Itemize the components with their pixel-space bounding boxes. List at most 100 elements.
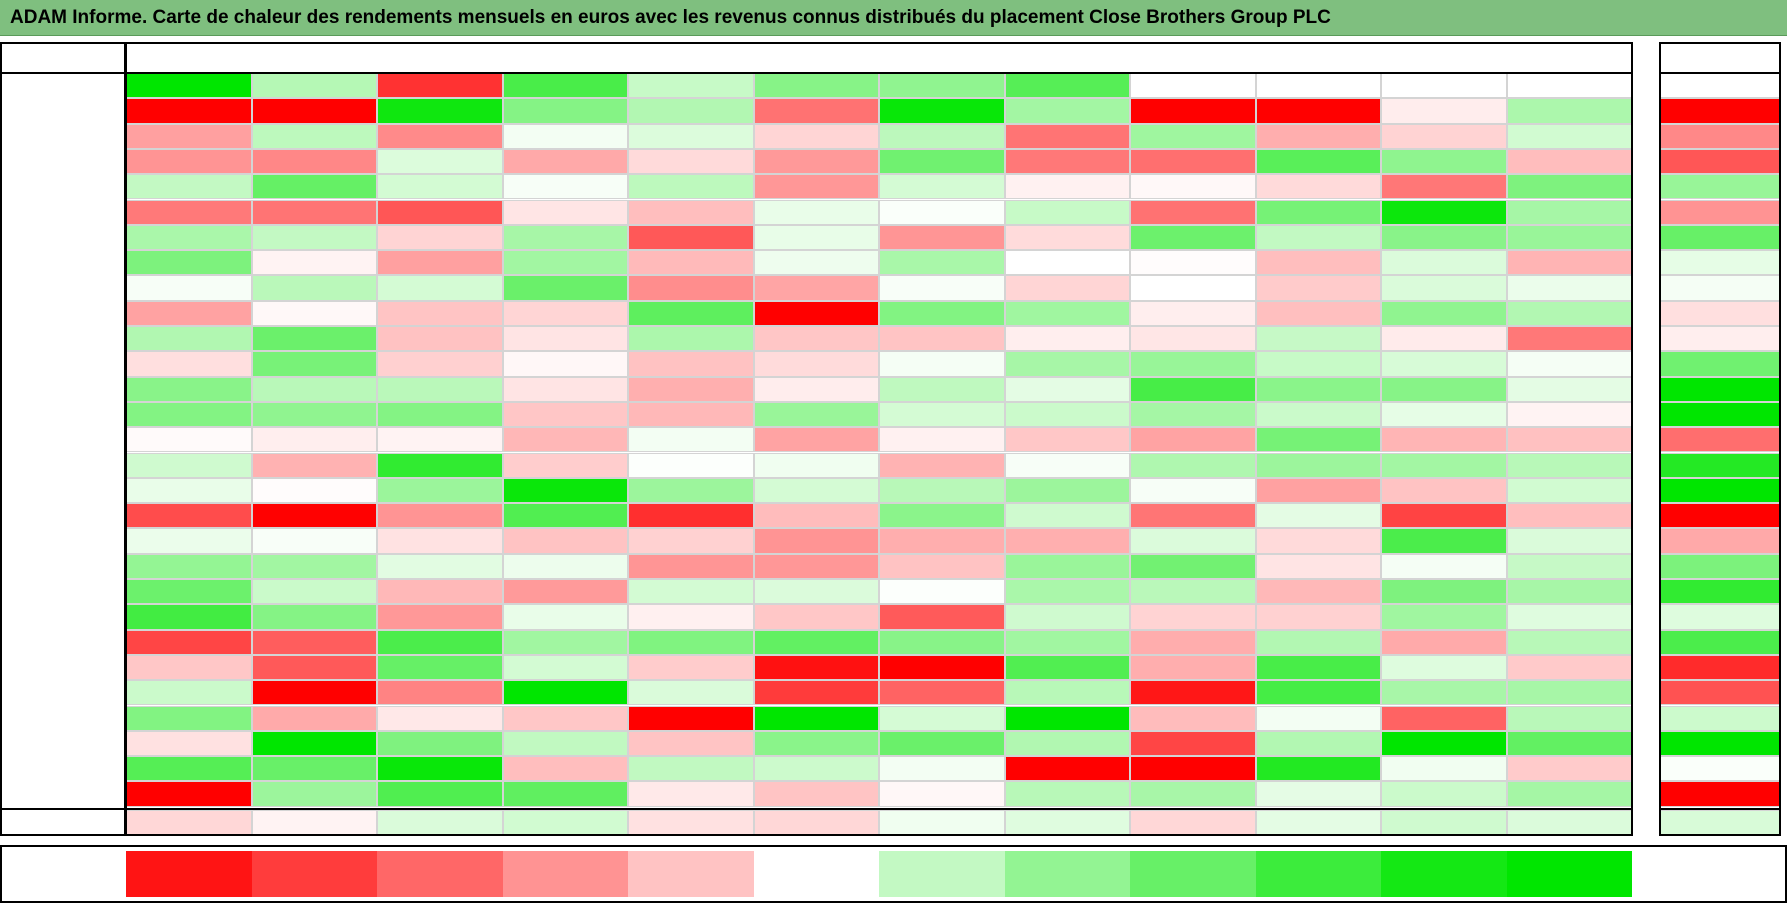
- heatmap-cell: [879, 98, 1005, 124]
- annual-cell: [1660, 705, 1780, 731]
- heatmap-cell: [753, 705, 879, 731]
- heatmap-cell: [1255, 680, 1381, 706]
- heatmap-cell: [628, 275, 754, 301]
- average-cell: [1130, 809, 1256, 835]
- heatmap-cell: [1506, 376, 1632, 402]
- annual-cell: [1660, 553, 1780, 579]
- color-scale-step: [1381, 851, 1507, 897]
- heatmap-cell: [1130, 351, 1256, 377]
- heatmap-cell: [1506, 326, 1632, 352]
- heatmap-cell: [1506, 503, 1632, 529]
- heatmap-cell: [251, 326, 377, 352]
- heatmap-cell: [753, 401, 879, 428]
- heatmap-cell: [1004, 376, 1130, 402]
- row-year-label: [0, 680, 120, 705]
- heatmap-cell: [251, 148, 377, 175]
- heatmap-cell: [1506, 427, 1632, 453]
- row-year-label: [0, 655, 120, 680]
- heatmap-cell: [502, 250, 628, 276]
- column-header: [126, 43, 252, 73]
- heatmap-cell: [126, 528, 252, 554]
- row-year-label: [0, 225, 120, 250]
- heatmap-cell: [1130, 123, 1256, 149]
- color-scale-step: [628, 851, 754, 897]
- heatmap-cell: [879, 73, 1005, 99]
- heatmap-cell: [879, 224, 1005, 251]
- heatmap-cell: [377, 326, 503, 352]
- heatmap-cell: [1506, 477, 1632, 504]
- heatmap-cell: [1130, 148, 1256, 175]
- heatmap-cell: [126, 275, 252, 301]
- heatmap-cell: [1004, 427, 1130, 453]
- heatmap-cell: [1506, 654, 1632, 681]
- heatmap-cell: [879, 148, 1005, 175]
- annual-cell: [1660, 250, 1780, 276]
- heatmap-cell: [1130, 604, 1256, 630]
- row-year-label: [0, 174, 120, 199]
- heatmap-cell: [502, 756, 628, 782]
- heatmap-cell: [251, 73, 377, 99]
- heatmap-cell: [879, 680, 1005, 706]
- annual-cell: [1660, 579, 1780, 605]
- average-cell: [377, 809, 503, 835]
- heatmap-cell: [502, 300, 628, 326]
- heatmap-cell: [377, 148, 503, 175]
- heatmap-cell: [251, 250, 377, 276]
- heatmap-cell: [377, 730, 503, 757]
- heatmap-cell: [879, 250, 1005, 276]
- annual-cell: [1660, 148, 1780, 175]
- heatmap-cell: [502, 326, 628, 352]
- heatmap-cell: [1381, 199, 1507, 225]
- heatmap-cell: [502, 123, 628, 149]
- heatmap-cell: [126, 756, 252, 782]
- annual-cell: [1660, 680, 1780, 706]
- column-header: [1004, 43, 1130, 73]
- heatmap-cell: [251, 199, 377, 225]
- heatmap-cell: [1130, 705, 1256, 731]
- color-scale-step: [377, 851, 503, 897]
- heatmap-cell: [1381, 376, 1507, 402]
- color-scale-step: [879, 851, 1005, 897]
- header-separator: [0, 72, 1632, 74]
- heatmap-cell: [1506, 781, 1632, 807]
- heatmap-cell: [377, 452, 503, 478]
- heatmap-cell: [377, 629, 503, 655]
- heatmap-cell: [377, 680, 503, 706]
- row-year-label: [0, 149, 120, 174]
- color-scale-step: [1130, 851, 1256, 897]
- heatmap-cell: [753, 680, 879, 706]
- row-year-label: [0, 781, 120, 806]
- row-year-label: [0, 604, 120, 629]
- annual-cell: [1660, 199, 1780, 225]
- heatmap-cell: [753, 300, 879, 326]
- heatmap-cell: [1255, 199, 1381, 225]
- heatmap-cell: [879, 326, 1005, 352]
- row-year-label: [0, 706, 120, 731]
- heatmap-cell: [879, 452, 1005, 478]
- heatmap-cell: [1004, 174, 1130, 200]
- heatmap-cell: [251, 781, 377, 807]
- row-year-label: [0, 554, 120, 579]
- heatmap-cell: [628, 326, 754, 352]
- heatmap-cell: [879, 123, 1005, 149]
- heatmap-cell: [628, 199, 754, 225]
- heatmap-cell: [1506, 275, 1632, 301]
- heatmap-cell: [1506, 351, 1632, 377]
- heatmap-cell: [502, 224, 628, 251]
- heatmap-cell: [628, 224, 754, 251]
- heatmap-cell: [377, 427, 503, 453]
- heatmap-cell: [1381, 503, 1507, 529]
- heatmap-cell: [502, 553, 628, 579]
- average-separator: [0, 807, 1632, 810]
- row-year-label: [0, 275, 120, 300]
- heatmap-cell: [1004, 98, 1130, 124]
- heatmap-cell: [1130, 275, 1256, 301]
- row-year-label: [0, 326, 120, 351]
- heatmap-cell: [753, 275, 879, 301]
- heatmap-cell: [753, 123, 879, 149]
- average-cell: [628, 809, 754, 835]
- heatmap-cell: [126, 604, 252, 630]
- heatmap-cell: [1506, 148, 1632, 175]
- heatmap-cell: [1506, 199, 1632, 225]
- row-year-label: [0, 528, 120, 553]
